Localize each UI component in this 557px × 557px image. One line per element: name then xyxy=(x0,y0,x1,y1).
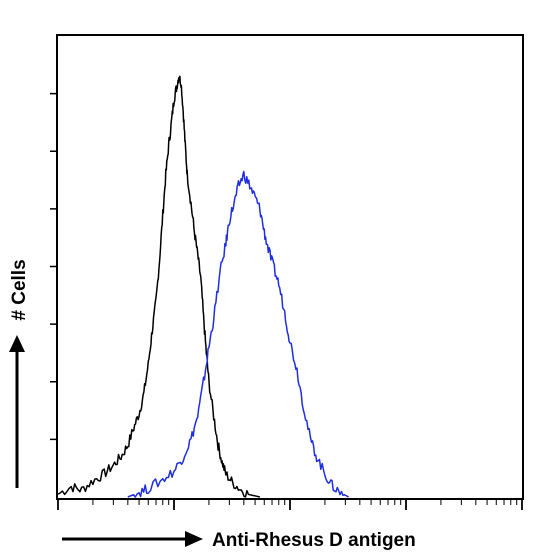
x-axis-arrow-head xyxy=(185,531,203,547)
control-histogram-line xyxy=(57,75,261,498)
x-axis-ticks xyxy=(57,499,523,510)
plot-frame xyxy=(56,34,524,500)
y-axis-label-group: # Cells xyxy=(9,259,30,488)
x-axis-label: Anti-Rhesus D antigen xyxy=(212,530,416,551)
y-axis-label: # Cells xyxy=(9,259,30,320)
y-axis-ticks xyxy=(50,92,57,441)
histogram-series xyxy=(57,75,349,498)
antibody-histogram-line xyxy=(127,170,349,498)
x-axis-label-group: Anti-Rhesus D antigen xyxy=(62,530,416,551)
y-axis-arrow-head xyxy=(9,335,25,352)
